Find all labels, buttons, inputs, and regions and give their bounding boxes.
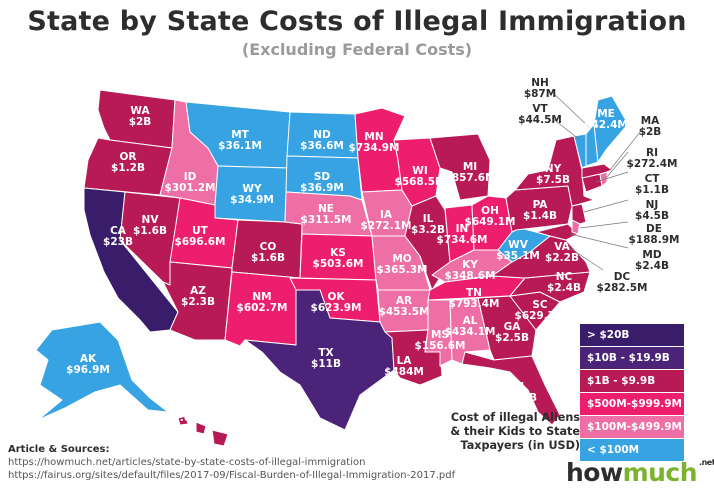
legend-item: < $100M [580, 439, 684, 461]
state-label-ga: GA $2.5B [495, 321, 529, 344]
legend: > $20B $10B - $19.9B $1B - $9.9B $500M-$… [580, 324, 684, 462]
state-NJ[interactable] [571, 203, 587, 225]
legend-item: $1B - $9.9B [580, 370, 684, 392]
state-label-tn: TN $793.4M [449, 287, 500, 310]
state-label-wv: WV $35.1M [496, 239, 540, 262]
state-label-de: DE $188.9M [629, 223, 680, 246]
howmuch-logo[interactable]: howmuch .net [566, 458, 714, 487]
legend-item: $100M-$499.9M [580, 416, 684, 438]
state-label-fl: FL $6.3B [503, 381, 537, 404]
legend-title-line: Taxpayers (in USD) [460, 439, 580, 452]
state-label-id: ID $301.2M [165, 171, 216, 194]
state-HI[interactable] [177, 415, 229, 447]
state-label-wy: WY $34.9M [230, 183, 274, 206]
state-label-nd: ND $36.6M [300, 129, 344, 152]
logo-tld: .net [699, 458, 714, 467]
legend-title-line: & their Kids to State [450, 425, 580, 438]
sources-title: Article & Sources: [8, 444, 110, 455]
state-label-or: OR $1.2B [111, 151, 145, 174]
state-label-az: AZ $2.3B [181, 285, 215, 308]
state-MA[interactable] [581, 163, 613, 179]
state-label-wa: WA $2B [129, 105, 152, 128]
state-label-sc: SC $629.7M [515, 299, 566, 322]
state-label-pa: PA $1.4B [523, 199, 557, 222]
state-label-in: IN $734.6M [437, 223, 488, 246]
state-label-ca: CA $23B [103, 225, 133, 248]
state-label-ne: NE $311.5M [301, 203, 352, 226]
state-ME[interactable] [593, 95, 629, 163]
legend-title-line: Cost of illegal Aliens [450, 411, 580, 424]
legend-title: Cost of illegal Aliens & their Kids to S… [438, 411, 580, 453]
state-label-nj: NJ $4.5B [635, 199, 669, 222]
state-label-ri: RI $272.4M [627, 147, 678, 170]
state-WY[interactable] [214, 165, 288, 223]
state-label-mn: MN $734.9M [349, 131, 400, 154]
state-label-ia: IA $272.1M [361, 209, 412, 232]
state-label-ms: MS $156.6M [415, 329, 466, 352]
state-label-la: LA $484M [384, 355, 424, 378]
state-label-ut: UT $696.6M [175, 225, 226, 248]
state-label-md: MD $2.4B [635, 249, 669, 272]
state-label-nv: NV $1.6B [133, 214, 167, 237]
state-label-ny: NY $7.5B [536, 163, 570, 186]
state-label-nc: NC $2.4B [547, 271, 581, 294]
state-label-ok: OK $623.9M [311, 291, 362, 314]
source-link[interactable]: https://howmuch.net/articles/state-by-st… [8, 457, 366, 468]
legend-item: $10B - $19.9B [580, 347, 684, 369]
state-label-sd: SD $36.9M [300, 171, 344, 194]
state-AK[interactable] [35, 321, 169, 421]
state-label-me: ME $42.4M [584, 108, 628, 131]
map-subtitle: (Excluding Federal Costs) [241, 40, 473, 59]
logo-how: how [566, 458, 623, 487]
source-link[interactable]: https://fairus.org/sites/default/files/2… [8, 470, 456, 481]
state-label-il: IL $3.2B [411, 213, 445, 236]
state-label-ks: KS $503.6M [313, 247, 364, 270]
state-FL[interactable] [461, 351, 561, 426]
state-TX[interactable] [244, 289, 395, 431]
sources: Article & Sources: https://howmuch.net/a… [8, 443, 455, 482]
state-label-nh: NH $87M [524, 77, 556, 100]
state-label-co: CO $1.6B [251, 241, 285, 264]
state-label-nm: NM $602.7M [237, 291, 288, 314]
legend-item: > $20B [580, 324, 684, 346]
state-label-oh: OH $649.1M [465, 205, 516, 228]
state-label-va: VA $2.2B [545, 241, 579, 264]
legend-item: $500M-$999.9M [580, 393, 684, 415]
state-label-mo: MO $365.3M [377, 253, 428, 276]
state-MD[interactable] [535, 223, 579, 241]
map-title: State by State Costs of Illegal Immigrat… [27, 6, 687, 37]
logo-much: much [622, 458, 698, 487]
state-label-ak: AK $96.9M [66, 353, 110, 376]
state-label-dc: DC $282.5M [597, 271, 648, 294]
state-label-ar: AR $453.5M [379, 295, 430, 318]
state-label-tx: TX $11B [311, 347, 341, 370]
state-label-mt: MT $36.1M [218, 129, 262, 152]
state-label-ky: KY $348.6M [445, 259, 496, 282]
state-label-al: AL $434.1M [445, 315, 496, 338]
state-label-mi: MI $857.6M [445, 161, 496, 184]
state-label-hi: HI $622.6M [151, 401, 202, 424]
state-label-vt: VT $44.5M [518, 103, 562, 126]
state-MI[interactable] [429, 133, 491, 201]
state-label-ma: MA $2B [639, 115, 662, 138]
state-label-wi: WI $568.5M [395, 165, 446, 188]
state-label-ct: CT $1.1B [635, 173, 669, 196]
